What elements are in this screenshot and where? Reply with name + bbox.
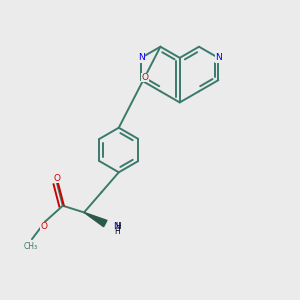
Text: O: O [53, 174, 61, 183]
Polygon shape [84, 212, 107, 227]
Text: H: H [115, 222, 121, 231]
Text: O: O [141, 73, 148, 82]
Text: H: H [114, 227, 120, 236]
Text: N: N [113, 222, 119, 231]
Text: O: O [40, 222, 47, 231]
Text: CH₃: CH₃ [23, 242, 38, 250]
Text: N: N [138, 53, 145, 62]
Text: N: N [215, 53, 222, 62]
